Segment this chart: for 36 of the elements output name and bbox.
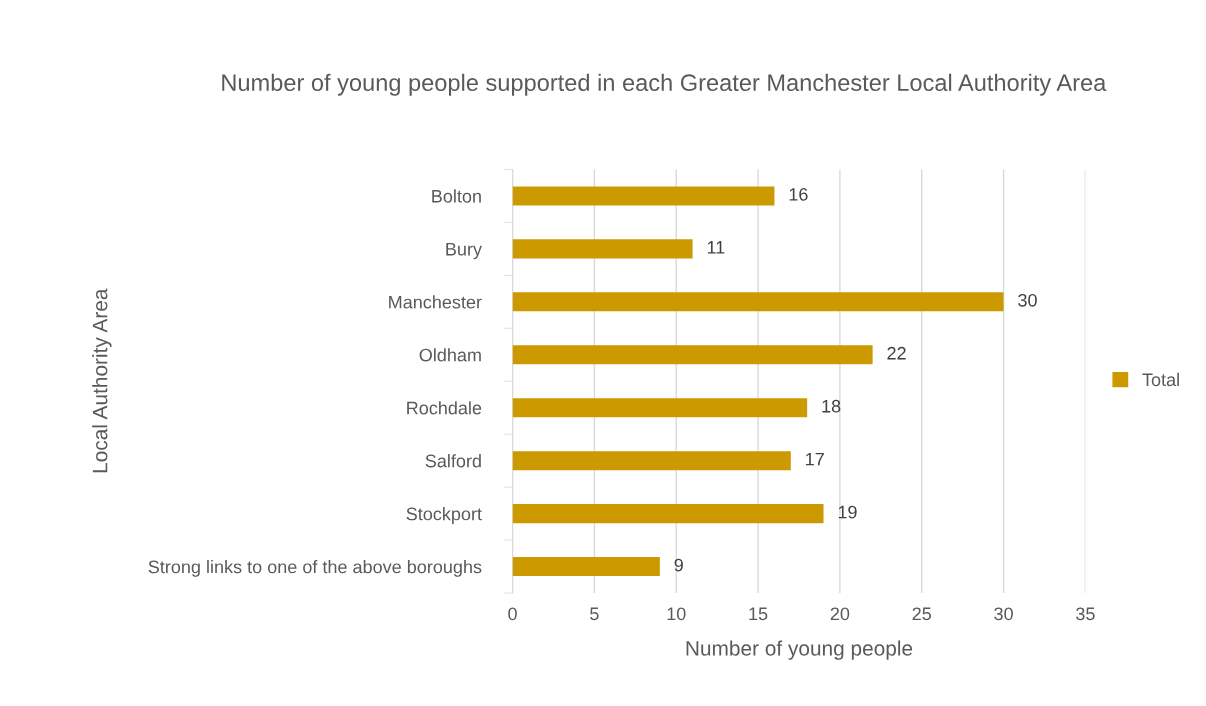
- y-tick-label: Manchester: [389, 295, 482, 309]
- x-tick-label: 0: [508, 607, 517, 621]
- bar: [512, 239, 693, 259]
- y-tick-label: Salford: [425, 454, 481, 468]
- y-axis-title: Local Authority Area: [92, 288, 112, 473]
- x-axis-title: Number of young people: [686, 640, 913, 660]
- data-label: 19: [838, 505, 857, 519]
- x-tick-label: 20: [830, 607, 850, 621]
- x-tick-label: 5: [590, 607, 599, 621]
- data-label: 18: [822, 399, 841, 413]
- data-label: 16: [789, 187, 808, 201]
- y-tick-label: Oldham: [419, 348, 481, 362]
- x-tick-label: 15: [749, 607, 768, 621]
- x-tick-label: 25: [912, 607, 932, 621]
- x-tick-label: 10: [667, 607, 686, 621]
- data-label: 11: [707, 241, 725, 254]
- bar: [512, 504, 824, 524]
- bar: [512, 186, 775, 206]
- chart-title: Number of young people supported in each Greater Manchester Local Authority Area: [222, 73, 1107, 96]
- x-tick-label: 30: [994, 607, 1013, 621]
- legend-label: Total: [1142, 372, 1179, 387]
- bar: [512, 557, 660, 577]
- y-tick-label: Stockport: [406, 507, 482, 524]
- bar: [512, 398, 808, 418]
- data-label: 22: [887, 346, 906, 360]
- bar: [512, 292, 1004, 312]
- bar: [512, 451, 791, 471]
- y-tick-label: Bury: [446, 242, 482, 260]
- y-tick-label: Bolton: [432, 189, 481, 203]
- data-label: 30: [1018, 293, 1037, 307]
- y-tick-label: Rochdale: [407, 401, 482, 415]
- data-label: 17: [806, 452, 824, 466]
- data-label: 9: [674, 558, 683, 572]
- y-tick-label: Strong links to one of the above boroughs: [148, 560, 482, 577]
- x-tick-label: 35: [1076, 607, 1095, 621]
- bar: [512, 345, 873, 365]
